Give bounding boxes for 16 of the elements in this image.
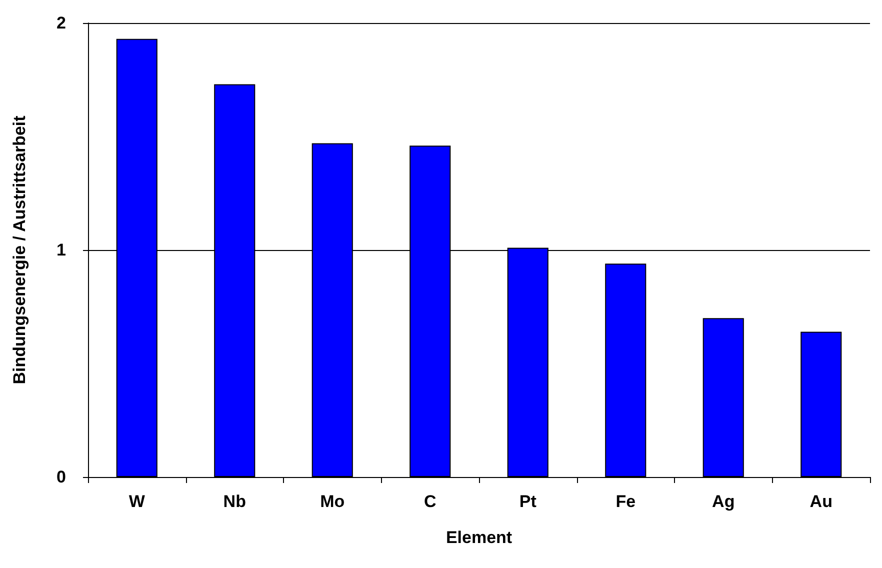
x-tick-label: Pt: [519, 492, 537, 511]
x-tick-label: Au: [810, 492, 832, 511]
y-tick-label: 1: [56, 240, 66, 260]
x-tick-label: Ag: [712, 492, 735, 511]
x-tick-label: Fe: [616, 492, 636, 511]
y-tick-label: 0: [56, 468, 66, 486]
bar: [702, 318, 744, 477]
x-tick-label: Mo: [320, 492, 345, 511]
bar: [605, 264, 646, 477]
x-tick-label: Nb: [223, 492, 246, 511]
y-tick-label: 2: [56, 14, 66, 32]
x-tick-label: C: [424, 492, 436, 511]
x-axis-title: Element: [446, 528, 512, 547]
bar: [800, 332, 842, 477]
x-tick-label: W: [128, 492, 146, 511]
y-axis-title: Bindungsenergie / Austrittsarbeit: [10, 115, 29, 384]
